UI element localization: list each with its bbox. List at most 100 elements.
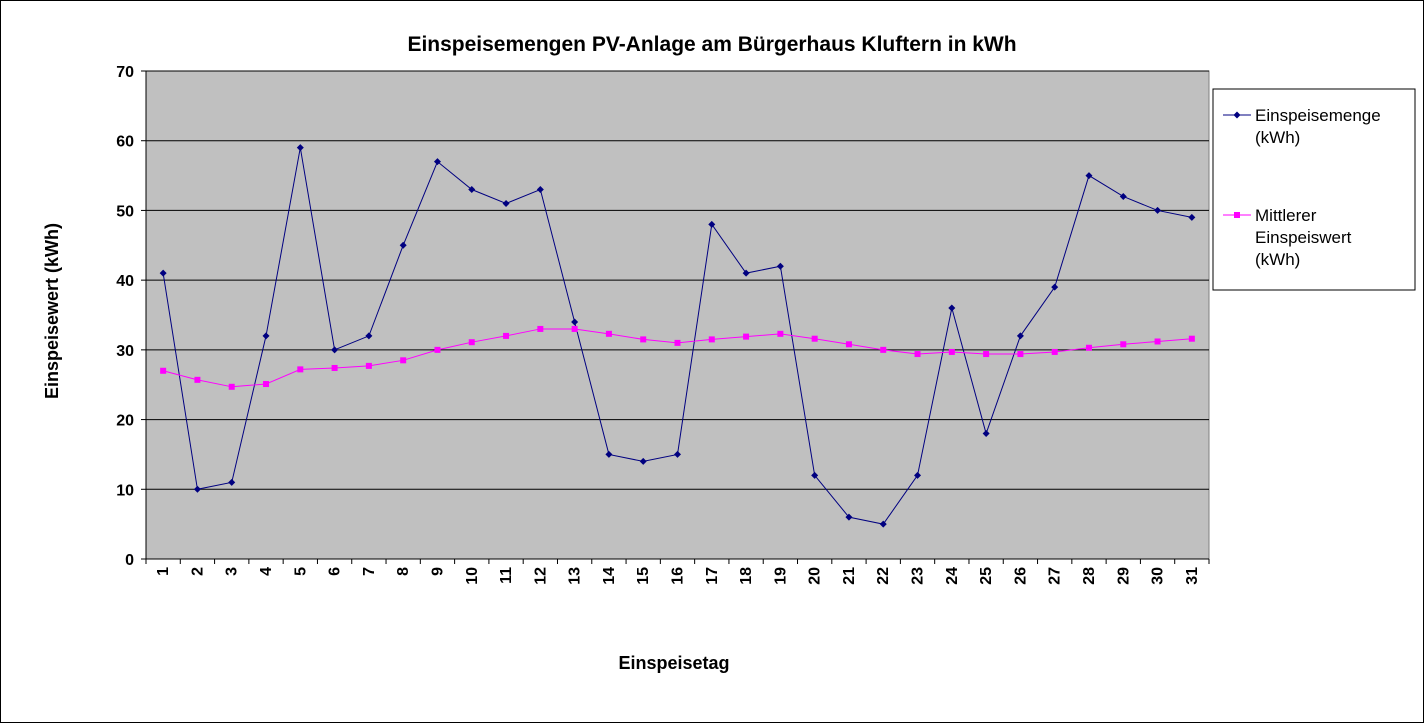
data-point [502,199,510,207]
data-point [434,346,441,353]
data-point [331,346,339,354]
x-axis-title: Einspeisetag [618,653,729,673]
x-tick-label: 5 [292,567,309,576]
legend-label: (kWh) [1255,128,1300,147]
data-point [537,325,544,332]
data-point [674,339,681,346]
data-point [1154,338,1161,345]
data-point [193,485,201,493]
data-point [503,332,510,339]
x-tick-label: 17 [704,567,721,585]
data-point [1017,351,1024,358]
data-point [674,450,681,458]
x-tick-label: 16 [670,567,687,585]
legend-entry: Mittlerer Einspeiswert (kWh) [1223,206,1352,269]
y-tick-label: 20 [116,413,134,430]
x-tick-label: 19 [772,567,789,585]
data-point [159,269,167,277]
data-point [845,513,853,521]
data-point [194,376,201,383]
x-tick-label: 3 [224,567,241,576]
x-tick-label: 11 [498,567,515,584]
legend-entry: Einspeisemenge (kWh) [1223,106,1381,147]
x-tick-label: 8 [395,567,412,576]
x-tick-label: 26 [1012,567,1029,585]
y-tick-label: 0 [125,552,134,569]
x-tick-label: 9 [429,567,446,576]
data-point [1120,341,1127,348]
x-tick-label: 2 [189,567,206,576]
data-point [639,457,647,465]
data-point [811,335,818,342]
data-point [468,339,475,346]
x-tick-label: 29 [1115,567,1132,585]
legend-marker [1234,212,1240,218]
data-point [160,367,167,374]
data-point [982,430,990,438]
y-tick-label: 40 [116,273,134,290]
data-point [605,330,612,337]
data-point [1051,348,1058,355]
y-tick-label: 10 [116,482,134,499]
x-tick-label: 4 [258,567,275,576]
x-tick-label: 7 [361,567,378,576]
y-tick-label: 50 [116,203,134,220]
data-point [605,450,613,458]
data-point [536,186,544,194]
data-point [228,478,236,486]
data-point [845,341,852,348]
x-tick-label: 6 [327,567,344,576]
data-point [1016,332,1024,340]
data-point [571,318,579,326]
data-point [914,351,921,358]
x-tick-label: 25 [978,567,995,585]
data-point [742,269,750,277]
x-tick-label: 18 [738,567,755,585]
x-tick-label: 24 [944,567,961,585]
data-point [880,346,887,353]
x-tick-label: 14 [601,567,618,585]
legend-label: Mittlerer [1255,206,1317,225]
data-point [640,336,647,343]
y-tick-labels: 0 10 20 30 40 50 60 70 [116,64,134,569]
data-point [399,241,407,249]
x-tick-label: 28 [1081,567,1098,585]
data-point [948,304,956,312]
legend-label: Einspeiswert [1255,228,1352,247]
data-point [262,332,270,340]
data-point [571,325,578,332]
data-point [811,471,819,479]
data-point [297,366,304,373]
data-point [708,220,716,228]
data-point [263,381,270,388]
plot-area [145,70,1210,560]
y-axis-title: Einspeisewert (kWh) [42,223,62,399]
x-tick-label: 22 [875,567,892,585]
x-tick-labels: 1 2 3 4 5 6 7 8 9 10 11 12 13 14 15 16 17 18 19 20 21 22 23 24 2… [155,567,1201,585]
data-point [468,186,476,194]
data-point [365,362,372,369]
data-point [331,364,338,371]
x-tick-label: 27 [1047,567,1064,585]
data-point [433,158,441,166]
x-tick-label: 10 [464,567,481,585]
series-lines [159,144,1196,528]
legend-box [1212,88,1416,291]
data-point [1188,213,1196,221]
x-tick-label: 1 [155,567,172,576]
y-tick-label: 70 [116,64,134,81]
x-tick-label: 31 [1184,567,1201,585]
x-tick-label: 13 [567,567,584,585]
x-tick-label: 30 [1150,567,1167,585]
legend-marker [1233,111,1241,119]
data-point [948,348,955,355]
data-point [776,262,784,270]
data-point [1188,335,1195,342]
x-tick-label: 21 [841,567,858,585]
data-point [1119,192,1127,200]
y-tick-label: 30 [116,343,134,360]
data-point [400,357,407,364]
legend: Einspeisemenge (kWh) Mittlerer Einspeiswert… [1212,88,1416,291]
data-point [879,520,887,528]
